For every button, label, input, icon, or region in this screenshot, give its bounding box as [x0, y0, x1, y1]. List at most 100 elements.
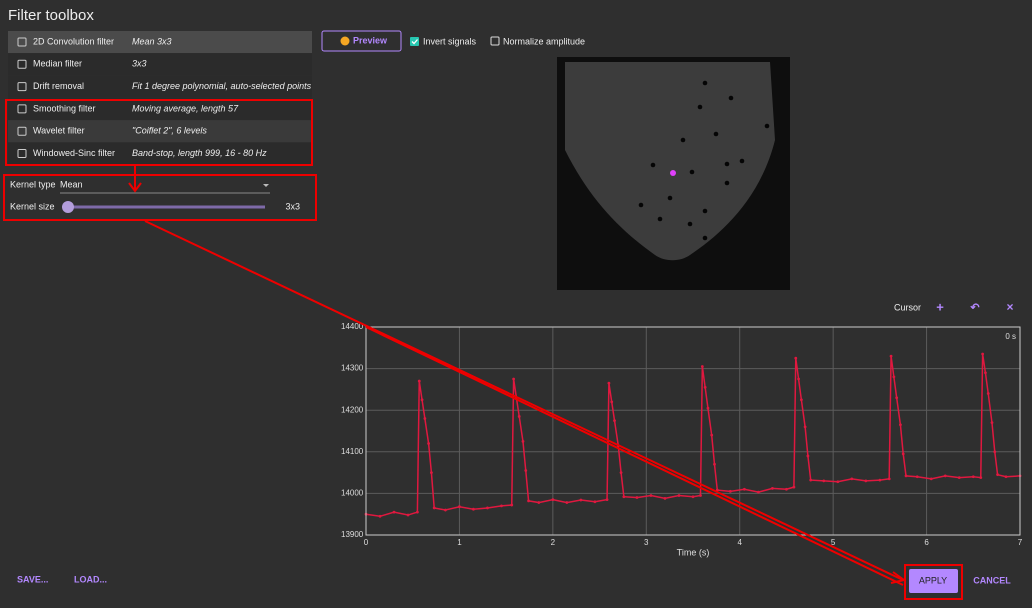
signal-point: [393, 511, 396, 514]
filter-description: "Coiflet 2", 6 levels: [132, 126, 207, 136]
signal-point: [890, 355, 893, 358]
signal-point: [991, 421, 994, 424]
signal-point: [729, 490, 732, 493]
signal-point: [500, 504, 503, 507]
signal-point: [678, 494, 681, 497]
kernel-type-value[interactable]: Mean: [60, 179, 83, 189]
signal-point: [486, 507, 489, 510]
signal-point: [433, 507, 436, 510]
signal-point: [565, 501, 568, 504]
signal-point: [620, 471, 623, 474]
signal-point: [699, 494, 702, 497]
signal-point: [512, 378, 515, 381]
signal-point: [421, 398, 424, 401]
add-cursor[interactable]: +: [936, 299, 944, 314]
signal-point: [713, 463, 716, 466]
filter-description: Moving average, length 57: [132, 103, 239, 113]
signal-point: [864, 480, 867, 483]
preview-icon: [341, 37, 350, 46]
title: Filter toolbox: [8, 7, 94, 24]
cursor-point[interactable]: [670, 170, 676, 176]
signal-point: [743, 488, 746, 491]
signal-point: [608, 382, 611, 385]
signal-point: [822, 480, 825, 483]
signal-point: [785, 488, 788, 491]
signal-point: [379, 515, 382, 518]
y-tick-label: 14300: [341, 364, 364, 373]
signal-point: [930, 477, 933, 480]
filter-name[interactable]: Median filter: [33, 59, 82, 69]
signal-point: [793, 486, 796, 489]
signal-point: [407, 514, 410, 517]
signal-point: [800, 398, 803, 401]
save-button[interactable]: SAVE...: [17, 574, 48, 584]
signal-point: [996, 473, 999, 476]
signal-point: [984, 371, 987, 374]
x-tick-label: 3: [644, 538, 649, 547]
signal-point: [771, 487, 774, 490]
signal-point: [524, 469, 527, 472]
filter-description: Band-stop, length 999, 16 - 80 Hz: [132, 148, 267, 158]
invert-checkbox[interactable]: [410, 37, 419, 46]
signal-point: [458, 505, 461, 508]
filter-name[interactable]: Wavelet filter: [33, 126, 85, 136]
signal-point: [692, 495, 695, 498]
signal-point: [1005, 475, 1008, 478]
x-tick-label: 1: [457, 538, 462, 547]
time-annotation: 0 s: [1005, 332, 1016, 341]
x-axis-label: Time (s): [677, 547, 710, 557]
x-tick-label: 7: [1018, 538, 1023, 547]
signal-point: [972, 475, 975, 478]
signal-point: [902, 452, 905, 455]
signal-point: [650, 494, 653, 497]
signal-point: [850, 477, 853, 480]
cursor-label: Cursor: [894, 302, 921, 312]
signal-point: [987, 392, 990, 395]
signal-point: [710, 434, 713, 437]
signal-point: [664, 497, 667, 500]
signal-point: [613, 419, 616, 422]
signal-point: [610, 400, 613, 403]
signal-point: [444, 509, 447, 512]
y-tick-label: 14100: [341, 447, 364, 456]
filter-name[interactable]: Smoothing filter: [33, 103, 96, 113]
slider-thumb[interactable]: [62, 201, 74, 213]
kernel-size-label: Kernel size: [10, 201, 55, 211]
signal-point: [757, 491, 760, 494]
signal-point: [518, 415, 521, 418]
y-tick-label: 14200: [341, 405, 364, 414]
x-tick-label: 6: [924, 538, 929, 547]
signal-point: [418, 380, 421, 383]
signal-point: [794, 357, 797, 360]
signal-point: [423, 417, 426, 420]
signal-point: [606, 498, 609, 501]
signal-point: [427, 442, 430, 445]
signal-point: [636, 496, 639, 499]
y-tick-label: 14000: [341, 489, 364, 498]
signal-point: [472, 508, 475, 511]
signal-point: [522, 440, 525, 443]
signal-point: [958, 476, 961, 479]
signal-point: [979, 476, 982, 479]
filter-description: 3x3: [132, 59, 147, 69]
signal-point: [579, 499, 582, 502]
signal-point: [594, 500, 597, 503]
filter-name[interactable]: Drift removal: [33, 81, 84, 91]
x-tick-label: 0: [364, 538, 369, 547]
normalize-label[interactable]: Normalize amplitude: [503, 36, 585, 46]
clear-cursor[interactable]: ×: [1006, 300, 1013, 314]
y-tick-label: 13900: [341, 530, 364, 539]
load-button[interactable]: LOAD...: [74, 574, 107, 584]
filter-name[interactable]: 2D Convolution filter: [33, 36, 114, 46]
cancel-button[interactable]: CANCEL: [973, 575, 1011, 585]
signal-point: [807, 455, 810, 458]
apply-label[interactable]: APPLY: [919, 575, 947, 585]
signal-point: [993, 450, 996, 453]
invert-label[interactable]: Invert signals: [423, 36, 477, 46]
signal-point: [804, 425, 807, 428]
filter-name[interactable]: Windowed-Sinc filter: [33, 148, 115, 158]
x-tick-label: 2: [551, 538, 556, 547]
undo-cursor[interactable]: ↶: [969, 302, 980, 314]
preview-label[interactable]: Preview: [353, 35, 388, 45]
